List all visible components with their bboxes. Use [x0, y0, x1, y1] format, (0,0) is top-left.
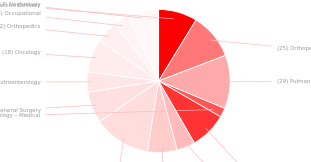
Wedge shape — [159, 81, 220, 143]
Text: (20) Normal Newborn: (20) Normal Newborn — [206, 129, 294, 162]
Wedge shape — [88, 40, 159, 81]
Text: (25) Orthopedics: (25) Orthopedics — [211, 40, 311, 52]
Wedge shape — [159, 81, 225, 117]
Text: (31) Spine: (31) Spine — [101, 138, 130, 162]
Wedge shape — [100, 81, 159, 152]
Text: (5) Cardiology – Medical: (5) Cardiology – Medical — [0, 110, 214, 118]
Text: (16) Neonate: (16) Neonate — [146, 148, 183, 162]
Text: (11) Gastroenterology: (11) Gastroenterology — [0, 80, 91, 85]
Wedge shape — [159, 55, 230, 108]
Text: (29) Pulmonary: (29) Pulmonary — [226, 79, 311, 84]
Wedge shape — [87, 72, 159, 92]
Wedge shape — [147, 81, 177, 153]
Wedge shape — [159, 9, 196, 81]
Text: (18) Oncology: (18) Oncology — [2, 50, 96, 58]
Text: (21) Obstetrics Delivery: (21) Obstetrics Delivery — [0, 3, 173, 19]
Wedge shape — [100, 24, 159, 81]
Wedge shape — [159, 81, 194, 150]
Wedge shape — [115, 16, 159, 81]
Text: (10) General Medicine: (10) General Medicine — [185, 143, 261, 162]
Wedge shape — [159, 20, 225, 81]
Wedge shape — [88, 81, 159, 122]
Text: (17) Nephrology: (17) Nephrology — [0, 2, 142, 18]
Text: (17) General Surgery: (17) General Surgery — [0, 105, 96, 113]
Text: (8) Occupational: (8) Occupational — [0, 11, 122, 26]
Text: (12) Orthopedics: (12) Orthopedics — [0, 24, 109, 36]
Wedge shape — [128, 9, 159, 81]
